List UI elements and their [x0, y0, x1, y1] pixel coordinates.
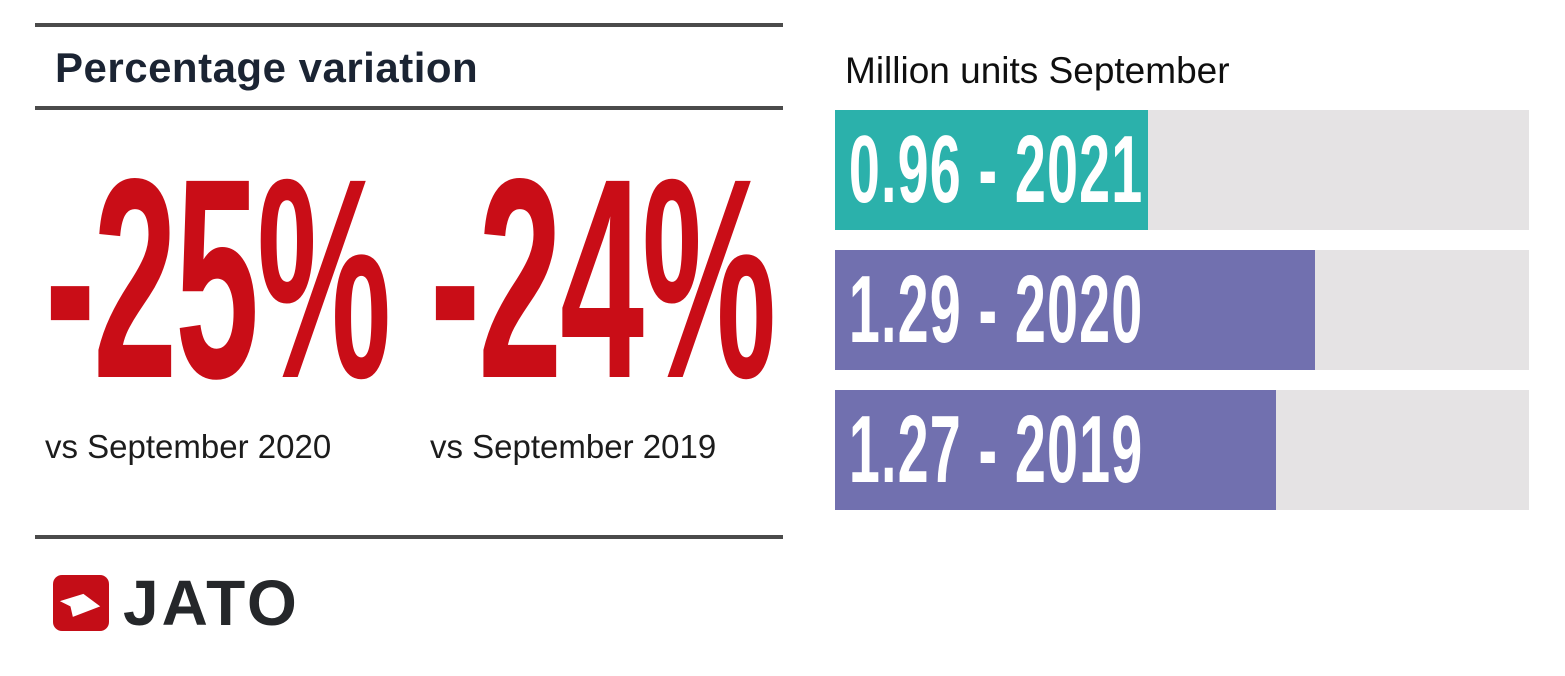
percentage-stats: -25% vs September 2020 -24% vs September…	[45, 120, 790, 466]
stat-vs-2020: -25% vs September 2020	[45, 120, 430, 466]
bar-2019: 1.27 - 2019	[835, 390, 1276, 510]
bar-chart: 0.96 - 2021 1.29 - 2020 1.27 - 2019	[835, 110, 1529, 530]
jato-arrow-icon	[53, 575, 109, 631]
bar-2020: 1.29 - 2020	[835, 250, 1316, 370]
bar-label-2019: 1.27 - 2019	[848, 396, 1144, 503]
top-divider	[35, 23, 783, 27]
stat-label-2019: vs September 2019	[430, 428, 717, 465]
bar-label-2020: 1.29 - 2020	[848, 256, 1144, 363]
jato-logo-text: JATO	[123, 567, 300, 639]
stat-label-2020: vs September 2020	[45, 428, 332, 465]
bar-track-2020: 1.29 - 2020	[835, 250, 1529, 370]
stat-value-2019: -24%	[430, 120, 776, 438]
title-underline-divider	[35, 106, 783, 110]
bar-track-2019: 1.27 - 2019	[835, 390, 1529, 510]
jato-logo: JATO	[53, 566, 300, 640]
bar-label-2021: 0.96 - 2021	[848, 116, 1144, 223]
million-units-title: Million units September	[845, 50, 1230, 91]
stat-vs-2019: -24% vs September 2019	[430, 120, 790, 466]
bar-track-2021: 0.96 - 2021	[835, 110, 1529, 230]
footer-divider	[35, 535, 783, 539]
percentage-variation-title: Percentage variation	[55, 44, 479, 91]
bar-2021: 0.96 - 2021	[835, 110, 1148, 230]
stat-value-2020: -25%	[45, 120, 391, 438]
